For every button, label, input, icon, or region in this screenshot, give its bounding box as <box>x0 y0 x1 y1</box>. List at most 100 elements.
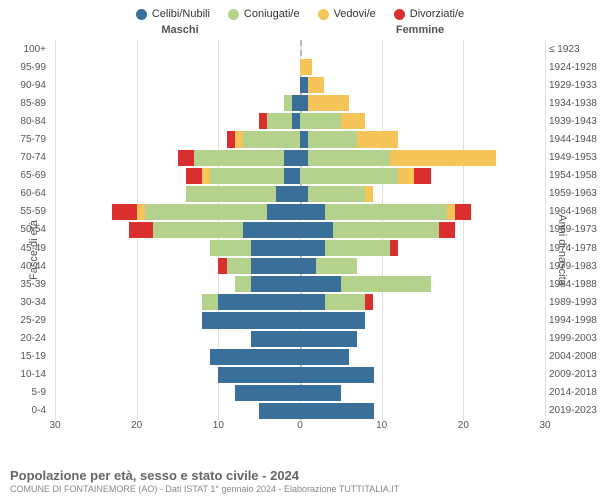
bar-segment <box>210 240 251 256</box>
birth-label: 1929-1933 <box>545 76 600 94</box>
bar-row <box>55 185 545 203</box>
male-half <box>55 40 300 58</box>
female-half <box>300 402 545 420</box>
male-half <box>55 275 300 293</box>
bar-segment <box>251 331 300 347</box>
age-label: 65-69 <box>5 167 50 185</box>
male-half <box>55 311 300 329</box>
bar-row <box>55 402 545 420</box>
age-label: 0-4 <box>5 402 50 420</box>
age-label: 55-59 <box>5 203 50 221</box>
x-tick: 30 <box>49 420 60 431</box>
male-half <box>55 149 300 167</box>
male-half <box>55 239 300 257</box>
bar-segment <box>365 294 373 310</box>
legend-label: Divorziati/e <box>410 8 464 20</box>
bar-row <box>55 293 545 311</box>
birth-label: 1924-1928 <box>545 58 600 76</box>
bar-row <box>55 221 545 239</box>
age-label: 15-19 <box>5 348 50 366</box>
bar-segment <box>300 385 341 401</box>
male-half <box>55 348 300 366</box>
x-tick: 30 <box>539 420 550 431</box>
bar-segment <box>227 131 235 147</box>
x-axis: 3020100102030 <box>55 420 545 438</box>
birth-label: 1979-1983 <box>545 257 600 275</box>
birth-label: 2019-2023 <box>545 402 600 420</box>
bar-segment <box>300 276 341 292</box>
x-tick: 0 <box>297 420 303 431</box>
male-half <box>55 58 300 76</box>
age-labels: 100+95-9990-9485-8980-8475-7970-7465-696… <box>5 40 50 420</box>
age-label: 60-64 <box>5 185 50 203</box>
bar-segment <box>333 222 439 238</box>
x-tick: 20 <box>458 420 469 431</box>
female-half <box>300 94 545 112</box>
bar-rows <box>55 40 545 420</box>
age-label: 30-34 <box>5 293 50 311</box>
bar-segment <box>300 367 374 383</box>
birth-label: 1964-1968 <box>545 203 600 221</box>
bar-segment <box>308 95 349 111</box>
birth-label: 1984-1988 <box>545 275 600 293</box>
bar-row <box>55 112 545 130</box>
female-half <box>300 40 545 58</box>
age-label: 70-74 <box>5 149 50 167</box>
x-tick: 10 <box>376 420 387 431</box>
age-label: 25-29 <box>5 311 50 329</box>
bar-segment <box>300 258 316 274</box>
bar-segment <box>300 131 308 147</box>
legend: Celibi/Nubili Coniugati/e Vedovi/e Divorzia… <box>0 0 600 24</box>
bar-segment <box>341 276 431 292</box>
female-half <box>300 275 545 293</box>
bar-segment <box>251 240 300 256</box>
bar-segment <box>251 276 300 292</box>
male-half <box>55 257 300 275</box>
bar-segment <box>218 294 300 310</box>
bar-segment <box>227 258 252 274</box>
female-half <box>300 130 545 148</box>
female-half <box>300 257 545 275</box>
bar-segment <box>398 168 414 184</box>
bar-segment <box>455 204 471 220</box>
bar-row <box>55 149 545 167</box>
bar-segment <box>300 222 333 238</box>
male-half <box>55 203 300 221</box>
bar-row <box>55 40 545 58</box>
bar-segment <box>300 403 374 419</box>
bar-segment <box>300 59 312 75</box>
birth-label: 1949-1953 <box>545 149 600 167</box>
legend-item: Vedovi/e <box>318 8 376 20</box>
bar-segment <box>210 349 300 365</box>
birth-label: 1939-1943 <box>545 112 600 130</box>
male-half <box>55 76 300 94</box>
bar-segment <box>316 258 357 274</box>
age-label: 5-9 <box>5 384 50 402</box>
legend-item: Coniugati/e <box>228 8 300 20</box>
bar-segment <box>284 150 300 166</box>
bar-segment <box>243 131 300 147</box>
female-half <box>300 330 545 348</box>
bar-segment <box>178 150 194 166</box>
bar-row <box>55 311 545 329</box>
legend-swatch <box>228 9 239 20</box>
age-label: 80-84 <box>5 112 50 130</box>
bar-segment <box>447 204 455 220</box>
bar-row <box>55 330 545 348</box>
legend-item: Celibi/Nubili <box>136 8 210 20</box>
bar-segment <box>284 95 292 111</box>
bar-segment <box>292 95 300 111</box>
birth-label: 1974-1978 <box>545 239 600 257</box>
chart-subtitle: COMUNE DI FONTAINEMORE (AO) - Dati ISTAT… <box>10 484 590 494</box>
plot <box>55 40 545 420</box>
male-half <box>55 112 300 130</box>
bar-segment <box>300 186 308 202</box>
birth-label: 1989-1993 <box>545 293 600 311</box>
bar-row <box>55 239 545 257</box>
female-half <box>300 112 545 130</box>
male-half <box>55 402 300 420</box>
legend-label: Coniugati/e <box>244 8 300 20</box>
male-half <box>55 366 300 384</box>
bar-segment <box>251 258 300 274</box>
bar-segment <box>300 204 325 220</box>
